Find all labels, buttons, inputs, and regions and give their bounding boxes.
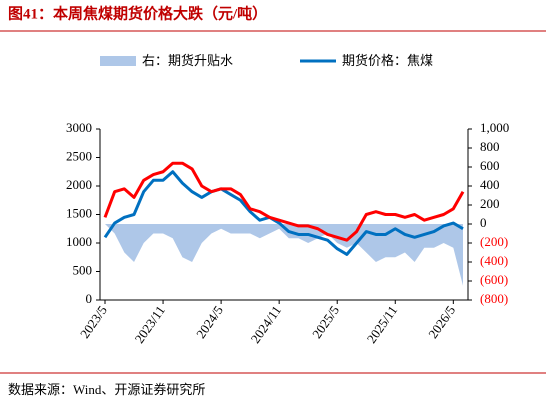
y2-tick-label: 0 xyxy=(480,215,487,230)
y2-tick-label: 200 xyxy=(480,196,500,211)
y2-tick-label: (200) xyxy=(480,234,508,249)
source: 数据来源：Wind、开源证券研究所 xyxy=(8,382,205,397)
x-tick-label: 2026/5 xyxy=(425,303,458,341)
chart-title: 图41：本周焦煤期货价格大跌（元/吨） xyxy=(8,4,267,22)
y-tick-label: 2500 xyxy=(66,148,92,163)
y-tick-label: 0 xyxy=(86,291,93,306)
y2-tick-label: 1,000 xyxy=(480,120,509,135)
x-tick-label: 2023/5 xyxy=(77,303,110,341)
x-tick-label: 2023/11 xyxy=(131,303,167,346)
x-tick-label: 2025/5 xyxy=(309,303,342,341)
legend-label: 右：期货升贴水 xyxy=(142,53,233,68)
y2-tick-label: (800) xyxy=(480,291,508,306)
x-tick-label: 2024/11 xyxy=(248,303,284,346)
y-tick-label: 500 xyxy=(73,262,93,277)
legend-label: 期货价格：焦煤 xyxy=(342,53,433,68)
y2-tick-label: 400 xyxy=(480,177,500,192)
y2-tick-label: (400) xyxy=(480,253,508,268)
y-tick-label: 3000 xyxy=(66,120,92,135)
y2-tick-label: 600 xyxy=(480,158,500,173)
price-line xyxy=(103,161,465,242)
price-line xyxy=(103,170,464,256)
legend-swatch xyxy=(100,56,136,66)
y2-tick-label: 800 xyxy=(480,139,500,154)
x-tick-label: 2024/5 xyxy=(193,303,226,341)
y-tick-label: 2000 xyxy=(66,177,92,192)
y-tick-label: 1500 xyxy=(66,205,92,220)
x-tick-label: 2025/11 xyxy=(364,303,400,346)
y2-tick-label: (600) xyxy=(480,272,508,287)
y-tick-label: 1000 xyxy=(66,234,92,249)
basis-area xyxy=(105,224,463,286)
